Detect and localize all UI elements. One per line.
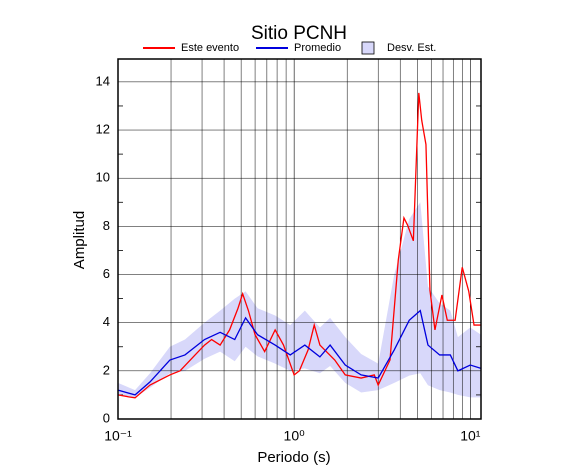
- x-tick-label: 10⁻¹: [104, 428, 132, 444]
- legend-label: Este evento: [181, 42, 239, 54]
- y-tick-label: 0: [103, 410, 110, 425]
- x-tick-label: 10⁰: [284, 428, 306, 444]
- series-line: [117, 309, 482, 396]
- y-tick-label: 10: [96, 170, 110, 185]
- x-tick-label: 10¹: [460, 428, 481, 444]
- y-tick-label: 6: [103, 266, 110, 281]
- x-axis-label: Periodo (s): [257, 449, 330, 466]
- y-tick-label: 14: [96, 73, 110, 88]
- std-band: [118, 202, 481, 398]
- legend-label: Promedio: [294, 42, 341, 54]
- y-tick-label: 2: [103, 362, 110, 377]
- y-tick-label: 4: [103, 314, 110, 329]
- series-line: [117, 92, 481, 399]
- plot-frame: [117, 58, 482, 420]
- y-tick-label: 8: [103, 218, 110, 233]
- chart-title: Sitio PCNH: [251, 23, 347, 44]
- legend-label: Desv. Est.: [387, 42, 436, 54]
- y-axis-label: Amplitud: [71, 211, 88, 269]
- legend-swatch: [361, 41, 375, 55]
- y-tick-label: 12: [96, 121, 110, 136]
